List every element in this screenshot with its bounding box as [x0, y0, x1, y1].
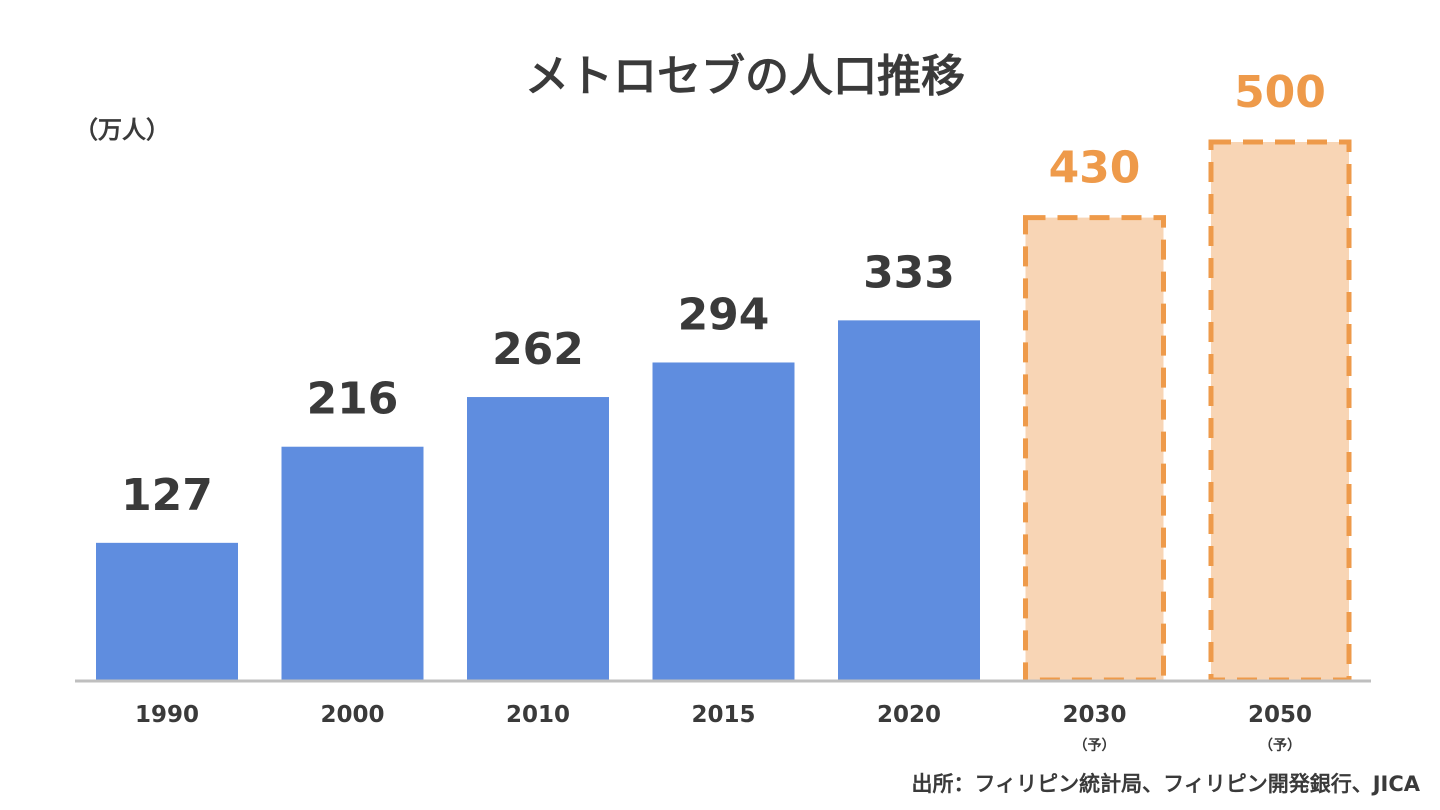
data-label: 500 — [1234, 67, 1326, 118]
bar — [467, 397, 609, 680]
x-tick-note: （予） — [1074, 738, 1116, 754]
bar — [652, 362, 795, 680]
x-tick-label: 2015 — [691, 702, 755, 728]
chart-title: メトロセブの人口推移 — [525, 51, 965, 102]
x-tick-label: 2020 — [877, 702, 941, 728]
bar — [281, 446, 424, 680]
x-tick-label: 1990 — [135, 702, 199, 728]
data-label: 216 — [307, 374, 399, 425]
x-tick-note: （予） — [1259, 738, 1301, 754]
bar-projected — [1208, 139, 1352, 683]
data-label: 333 — [863, 247, 955, 298]
data-label: 262 — [492, 324, 584, 375]
data-label: 294 — [678, 289, 770, 340]
x-tick-label: 2010 — [506, 702, 570, 728]
x-tick-label: 2030 — [1062, 702, 1126, 728]
y-axis-unit: （万人） — [74, 116, 170, 144]
source-note: 出所：フィリピン統計局、フィリピン開発銀行、JICA — [911, 772, 1420, 796]
bar-projected — [1023, 215, 1166, 683]
data-label: 430 — [1049, 143, 1141, 194]
x-tick-label: 2050 — [1248, 702, 1312, 728]
bar — [838, 320, 980, 680]
x-tick-label: 2000 — [320, 702, 384, 728]
data-label: 127 — [121, 470, 213, 521]
bar — [96, 542, 238, 680]
